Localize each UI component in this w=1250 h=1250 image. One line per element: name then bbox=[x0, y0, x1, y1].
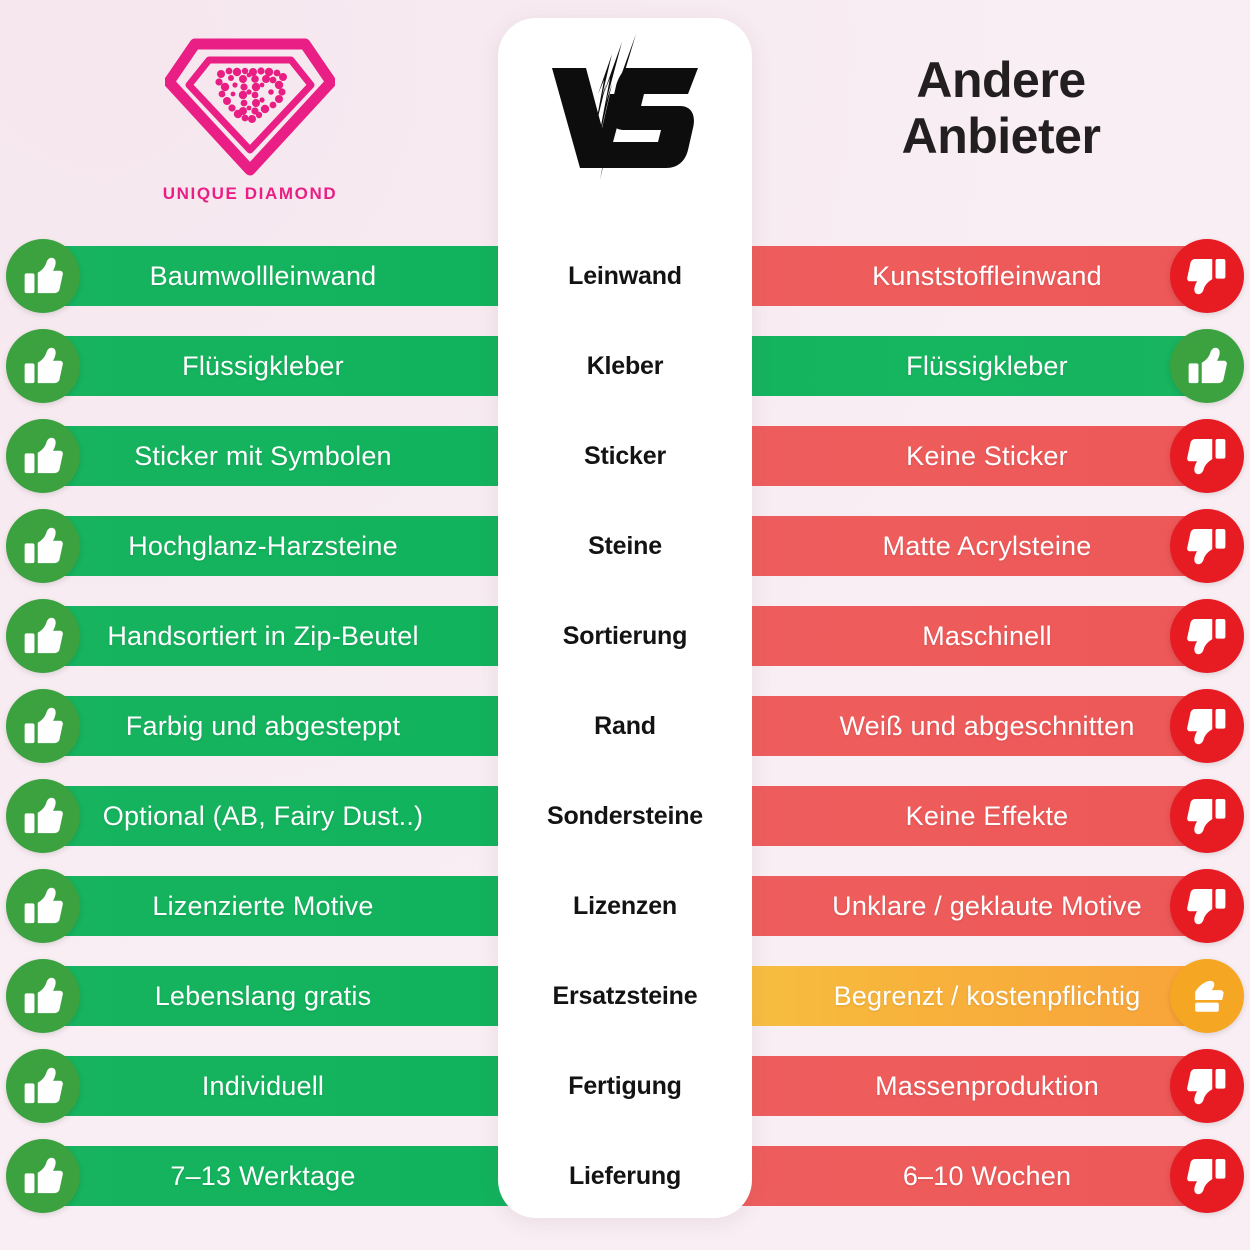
unique-diamond-value: Baumwollleinwand bbox=[149, 260, 377, 291]
unique-diamond-value: Handsortiert in Zip-Beutel bbox=[107, 620, 419, 651]
thumbs-sideways-icon bbox=[1170, 959, 1244, 1033]
feature-label: Fertigung bbox=[568, 1072, 682, 1100]
competitor-title-line-1: Andere bbox=[916, 52, 1086, 108]
feature-label: Steine bbox=[588, 532, 662, 560]
thumbs-up-icon bbox=[6, 1139, 80, 1213]
competitor-value: Unklare / geklaute Motive bbox=[832, 890, 1142, 921]
thumbs-up-icon bbox=[6, 419, 80, 493]
center-feature-card: Leinwand Kleber Sticker Steine Sortierung Ran… bbox=[498, 18, 752, 1218]
header: UNIQUE DIAMOND Andere Anbieter bbox=[0, 0, 1250, 240]
thumbs-up-icon bbox=[6, 509, 80, 583]
competitor-value: Weiß und abgeschnitten bbox=[839, 710, 1135, 741]
thumbs-up-icon bbox=[6, 599, 80, 673]
unique-diamond-value: 7–13 Werktage bbox=[170, 1160, 356, 1191]
thumbs-down-icon bbox=[1170, 1139, 1244, 1213]
brand-name: UNIQUE DIAMOND bbox=[162, 184, 338, 203]
thumbs-down-icon bbox=[1170, 689, 1244, 763]
competitor-value: 6–10 Wochen bbox=[902, 1160, 1072, 1191]
unique-diamond-value: Flüssigkleber bbox=[182, 350, 344, 381]
thumbs-up-icon bbox=[6, 239, 80, 313]
feature-label: Lizenzen bbox=[573, 892, 677, 920]
competitor-value: Kunststoffleinwand bbox=[872, 260, 1102, 291]
thumbs-up-icon bbox=[6, 779, 80, 853]
feature-label: Sticker bbox=[584, 442, 666, 470]
diamond-logo-icon bbox=[165, 38, 335, 176]
vs-lightning-icon bbox=[552, 34, 698, 180]
thumbs-down-icon bbox=[1170, 599, 1244, 673]
competitor-value: Matte Acrylsteine bbox=[882, 530, 1092, 561]
feature-label: Leinwand bbox=[568, 262, 682, 290]
feature-label: Kleber bbox=[586, 352, 664, 380]
thumbs-up-icon bbox=[1170, 329, 1244, 403]
brand-logo-block: UNIQUE DIAMOND bbox=[0, 30, 500, 204]
thumbs-up-icon bbox=[6, 869, 80, 943]
feature-label: Rand bbox=[594, 712, 656, 740]
thumbs-down-icon bbox=[1170, 869, 1244, 943]
unique-diamond-value: Hochglanz-Harzsteine bbox=[128, 530, 398, 561]
competitor-value: Keine Effekte bbox=[905, 800, 1069, 831]
unique-diamond-value: Lebenslang gratis bbox=[154, 980, 372, 1011]
comparison-row: Optional (AB, Fairy Dust..) Keine Effekte bbox=[0, 779, 1250, 853]
thumbs-down-icon bbox=[1170, 509, 1244, 583]
competitor-value: Keine Sticker bbox=[906, 440, 1068, 471]
thumbs-down-icon bbox=[1170, 1049, 1244, 1123]
thumbs-up-icon bbox=[6, 689, 80, 763]
unique-diamond-value: Farbig und abgesteppt bbox=[125, 710, 401, 741]
competitor-value: Begrenzt / kostenpflichtig bbox=[833, 980, 1141, 1011]
competitor-value: Maschinell bbox=[922, 620, 1052, 651]
unique-diamond-value: Sticker mit Symbolen bbox=[134, 440, 392, 471]
feature-label: Sortierung bbox=[562, 622, 688, 650]
unique-diamond-value: Individuell bbox=[201, 1070, 325, 1101]
unique-diamond-value: Optional (AB, Fairy Dust..) bbox=[102, 800, 424, 831]
competitor-title-line-2: Anbieter bbox=[901, 108, 1101, 164]
thumbs-down-icon bbox=[1170, 419, 1244, 493]
competitor-value: Massenproduktion bbox=[875, 1070, 1099, 1101]
competitor-title: Andere Anbieter bbox=[752, 52, 1250, 164]
thumbs-up-icon bbox=[6, 329, 80, 403]
thumbs-up-icon bbox=[6, 1049, 80, 1123]
feature-label: Lieferung bbox=[568, 1162, 682, 1190]
unique-diamond-value: Lizenzierte Motive bbox=[152, 890, 374, 921]
thumbs-up-icon bbox=[6, 959, 80, 1033]
feature-label: Sondersteine bbox=[547, 802, 703, 830]
thumbs-down-icon bbox=[1170, 779, 1244, 853]
thumbs-down-icon bbox=[1170, 239, 1244, 313]
feature-label: Ersatzsteine bbox=[552, 982, 698, 1010]
competitor-value: Flüssigkleber bbox=[906, 350, 1068, 381]
